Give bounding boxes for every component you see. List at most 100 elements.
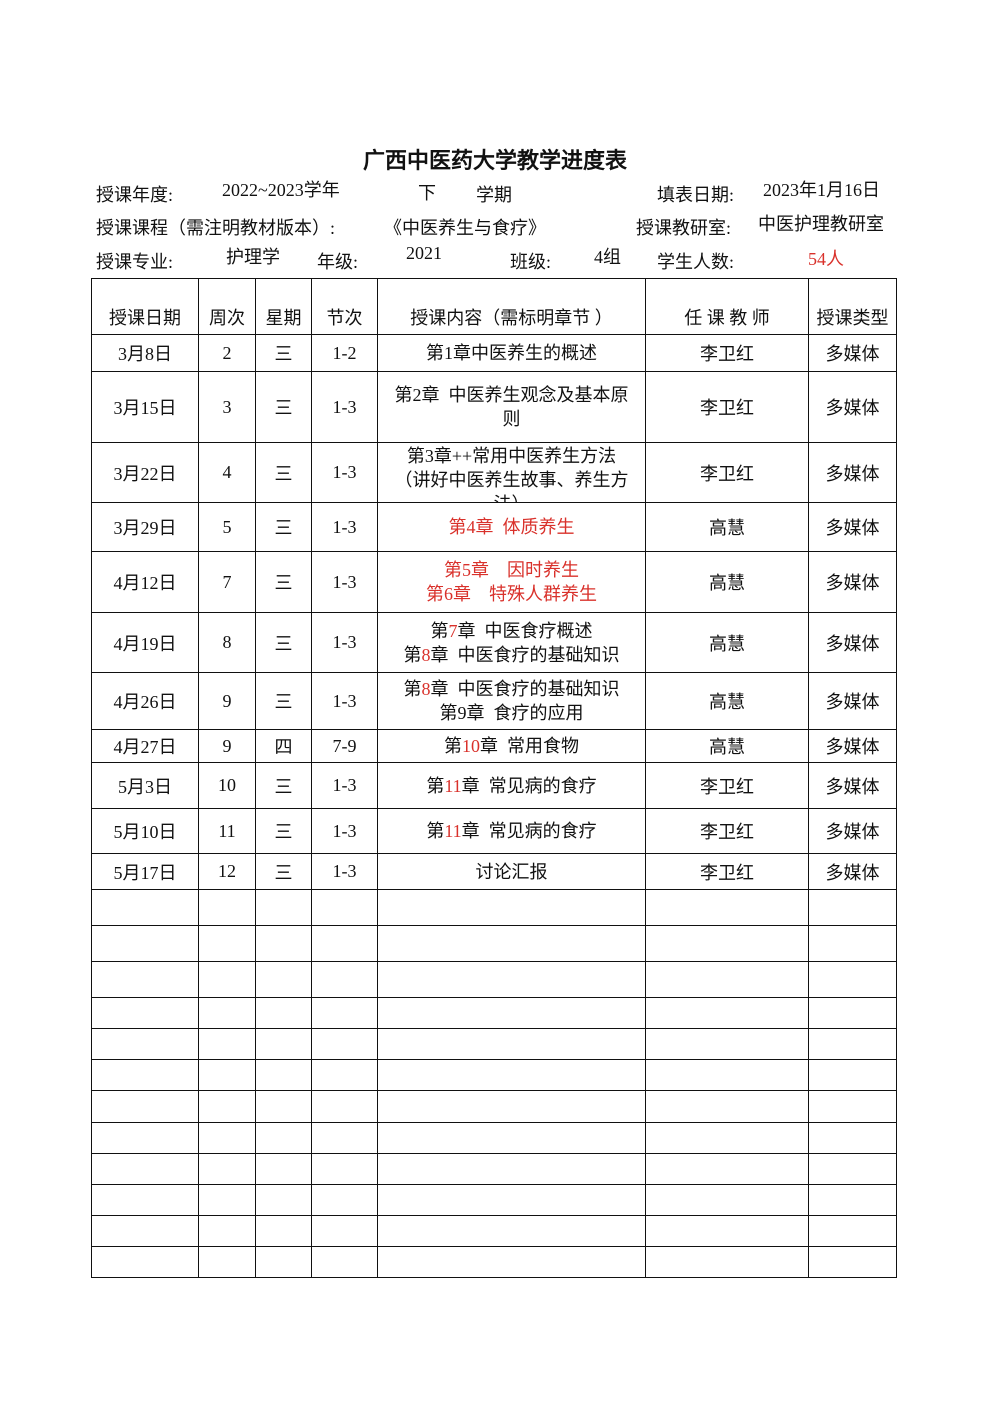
blank-cell bbox=[311, 1246, 378, 1278]
blank-cell bbox=[311, 1184, 378, 1216]
week-cell: 8 bbox=[198, 612, 256, 673]
blank-cell bbox=[808, 1028, 897, 1060]
content-line: 第2章 中医养生观念及基本原 bbox=[379, 383, 645, 407]
cell: 第7章 中医食疗概述 第8章 中医食疗的基础知识 bbox=[379, 619, 645, 667]
blank-cell bbox=[91, 1184, 199, 1216]
blank-row bbox=[91, 1059, 897, 1091]
content-text: 章 常见病的食疗 bbox=[461, 775, 597, 796]
period-cell: 1-3 bbox=[311, 371, 378, 443]
label: 填表日期: bbox=[657, 185, 735, 205]
content-line: 第10章 常用食物 bbox=[379, 734, 645, 758]
cell: 第5章 因时养生 第6章 特殊人群养生 bbox=[379, 558, 645, 606]
content-text: 8 bbox=[421, 644, 431, 665]
blank-row bbox=[91, 1153, 897, 1185]
date-cell: 4月19日 bbox=[91, 612, 199, 673]
date-cell: 4月27日 bbox=[91, 729, 199, 763]
week-cell: 4 bbox=[198, 442, 256, 503]
column-header: 任 课 教 师 bbox=[645, 278, 809, 335]
teacher-cell: 李卫红 bbox=[645, 853, 809, 890]
content-line: 法） bbox=[379, 492, 645, 502]
period-cell: 1-3 bbox=[311, 551, 378, 613]
content-text: 第 bbox=[444, 736, 462, 756]
blank-row bbox=[91, 961, 897, 998]
blank-cell bbox=[645, 1122, 809, 1154]
cell: 第4章 体质养生 bbox=[379, 515, 645, 539]
blank-cell bbox=[645, 1090, 809, 1123]
blank-row bbox=[91, 997, 897, 1029]
blank-cell bbox=[377, 1246, 646, 1278]
row: 3月8日 2 三 1-2 第1章中医养生的概述 李卫红 多媒体 bbox=[91, 334, 897, 372]
cell: 第11章 常见病的食疗 bbox=[379, 774, 645, 798]
blank-cell bbox=[377, 997, 646, 1029]
blank-cell bbox=[808, 1090, 897, 1123]
blank-cell bbox=[645, 1246, 809, 1278]
label: 授课教研室: bbox=[636, 218, 732, 238]
date-cell: 4月12日 bbox=[91, 551, 199, 613]
value: 2022~2023学年 bbox=[222, 180, 340, 200]
weekday-cell: 三 bbox=[255, 808, 312, 854]
type-cell: 多媒体 bbox=[808, 502, 897, 552]
value: 4组 bbox=[594, 247, 621, 267]
blank-row bbox=[91, 1184, 897, 1216]
content-cell: 第3章++常用中医养生方法 （讲好中医养生故事、养生方法） bbox=[377, 442, 646, 503]
blank-cell bbox=[311, 1122, 378, 1154]
week-cell: 5 bbox=[198, 502, 256, 552]
cell: 第11章 常见病的食疗 bbox=[379, 819, 645, 843]
blank-cell bbox=[91, 1215, 199, 1247]
teacher-cell: 高慧 bbox=[645, 672, 809, 730]
content-line: 第7章 中医食疗概述 bbox=[379, 619, 645, 643]
label: 授课课程（需注明教材版本）: bbox=[96, 218, 335, 238]
type-cell: 多媒体 bbox=[808, 853, 897, 890]
content-cell: 第4章 体质养生 bbox=[377, 502, 646, 552]
blank-cell bbox=[198, 997, 256, 1029]
cell: 第2章 中医养生观念及基本原则 bbox=[379, 383, 645, 431]
row: 5月10日 11 三 1-3 第11章 常见病的食疗 李卫红 多媒体 bbox=[91, 808, 897, 854]
blank-cell bbox=[198, 1153, 256, 1185]
content-line: 第4章 体质养生 bbox=[379, 515, 645, 539]
content-text: 章 中医食疗的基础知识 bbox=[430, 679, 620, 699]
blank-cell bbox=[311, 961, 378, 998]
content-text: 11 bbox=[444, 775, 462, 796]
label: 授课专业: bbox=[96, 252, 174, 272]
content-line: 第11章 常见病的食疗 bbox=[379, 774, 645, 798]
period-cell: 1-3 bbox=[311, 612, 378, 673]
teacher-cell: 李卫红 bbox=[645, 808, 809, 854]
blank-cell bbox=[377, 1059, 646, 1091]
value: 护理学 bbox=[226, 247, 280, 267]
content-cell: 第5章 因时养生 第6章 特殊人群养生 bbox=[377, 551, 646, 613]
blank-row bbox=[91, 925, 897, 962]
blank-cell bbox=[808, 1122, 897, 1154]
blank-cell bbox=[645, 1184, 809, 1216]
content-text: （讲好中医养生故事、养生方 bbox=[394, 469, 629, 490]
blank-row bbox=[91, 1122, 897, 1154]
blank-cell bbox=[91, 1028, 199, 1060]
blank-cell bbox=[808, 1153, 897, 1185]
type-cell: 多媒体 bbox=[808, 762, 897, 809]
type-cell: 多媒体 bbox=[808, 729, 897, 763]
blank-cell bbox=[91, 1059, 199, 1091]
blank-cell bbox=[91, 997, 199, 1029]
blank-cell bbox=[255, 961, 312, 998]
blank-cell bbox=[645, 997, 809, 1029]
blank-cell bbox=[645, 889, 809, 926]
content-cell: 第10章 常用食物 bbox=[377, 729, 646, 763]
blank-cell bbox=[91, 925, 199, 962]
content-text: 第1章中医养生的概述 bbox=[426, 343, 597, 363]
blank-cell bbox=[645, 1059, 809, 1091]
blank-cell bbox=[255, 925, 312, 962]
teacher-cell: 高慧 bbox=[645, 551, 809, 613]
blank-cell bbox=[377, 961, 646, 998]
week-cell: 11 bbox=[198, 808, 256, 854]
blank-cell bbox=[377, 1028, 646, 1060]
content-text: 章 常用食物 bbox=[480, 736, 579, 756]
week-cell: 9 bbox=[198, 729, 256, 763]
content-cell: 第1章中医养生的概述 bbox=[377, 334, 646, 372]
weekday-cell: 三 bbox=[255, 442, 312, 503]
date-cell: 5月17日 bbox=[91, 853, 199, 890]
date-cell: 3月15日 bbox=[91, 371, 199, 443]
teacher-cell: 高慧 bbox=[645, 502, 809, 552]
content-text: 讨论汇报 bbox=[475, 861, 548, 882]
value: 2023年1月16日 bbox=[763, 180, 880, 200]
blank-cell bbox=[377, 1215, 646, 1247]
content-text: 第 bbox=[403, 644, 422, 665]
